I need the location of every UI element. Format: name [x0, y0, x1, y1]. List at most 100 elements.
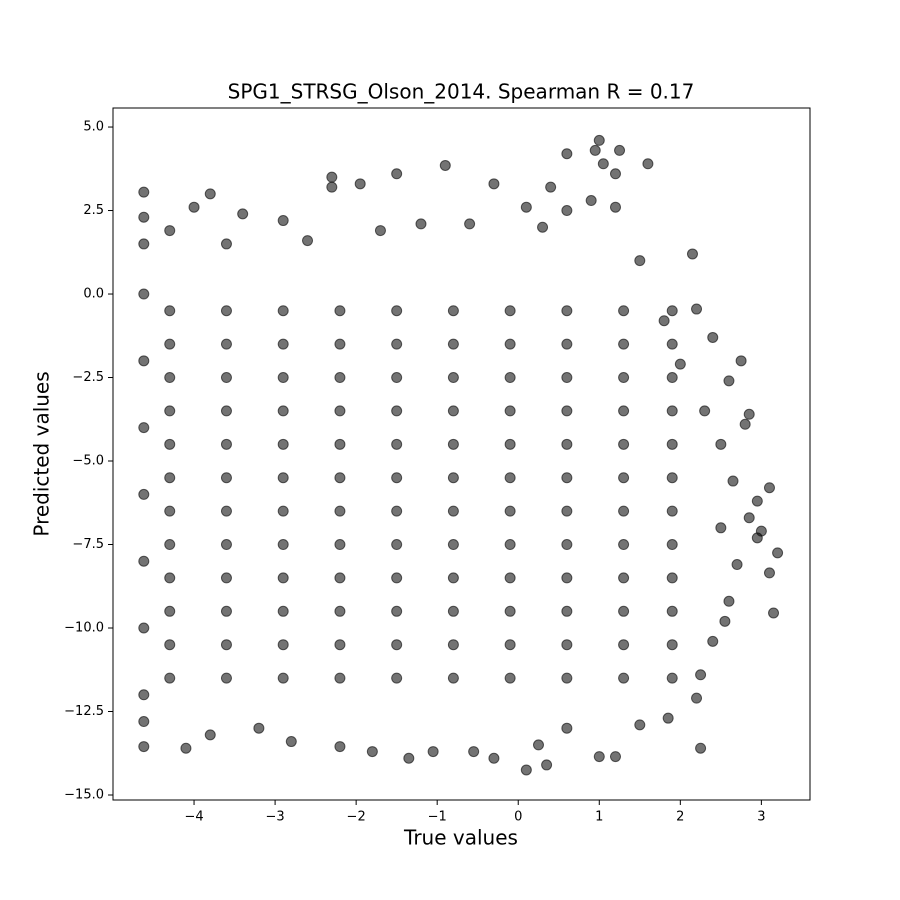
point — [662, 712, 674, 724]
y-tick-label: 0.0 — [83, 287, 104, 302]
point — [391, 672, 403, 684]
point — [520, 764, 532, 776]
point — [277, 605, 289, 617]
point — [504, 405, 516, 417]
x-tick-label: −1 — [428, 810, 447, 825]
point — [719, 615, 731, 627]
point — [561, 205, 573, 217]
point — [164, 605, 176, 617]
point — [447, 438, 459, 450]
point — [138, 716, 150, 728]
point — [545, 181, 557, 193]
point — [164, 225, 176, 237]
point — [618, 372, 630, 384]
point — [220, 372, 232, 384]
point — [666, 505, 678, 517]
point — [618, 605, 630, 617]
point — [666, 338, 678, 350]
point — [277, 472, 289, 484]
point — [751, 532, 763, 544]
point — [634, 719, 646, 731]
point — [220, 639, 232, 651]
point — [666, 372, 678, 384]
point — [138, 238, 150, 250]
point — [391, 539, 403, 551]
point — [743, 408, 755, 420]
point — [285, 736, 297, 748]
point — [504, 605, 516, 617]
y-tick-label: 5.0 — [83, 120, 104, 135]
point — [138, 622, 150, 634]
point — [334, 338, 346, 350]
point — [561, 505, 573, 517]
point — [739, 418, 751, 430]
point — [504, 672, 516, 684]
point — [138, 355, 150, 367]
point — [164, 639, 176, 651]
point — [138, 422, 150, 434]
point — [334, 505, 346, 517]
point — [666, 605, 678, 617]
point — [618, 539, 630, 551]
point — [277, 438, 289, 450]
point — [391, 438, 403, 450]
point — [634, 255, 646, 267]
point — [532, 739, 544, 751]
point — [618, 305, 630, 317]
point — [561, 472, 573, 484]
point — [763, 482, 775, 494]
point — [763, 567, 775, 579]
point — [220, 405, 232, 417]
points — [138, 134, 784, 776]
point — [447, 672, 459, 684]
point — [589, 144, 601, 156]
point — [138, 211, 150, 223]
point — [468, 746, 480, 758]
point — [447, 605, 459, 617]
point — [609, 168, 621, 180]
point — [561, 572, 573, 584]
point — [561, 305, 573, 317]
point — [334, 741, 346, 753]
point — [164, 438, 176, 450]
point — [391, 372, 403, 384]
point — [691, 692, 703, 704]
point — [504, 539, 516, 551]
point — [334, 305, 346, 317]
y-tick-label: −10.0 — [64, 621, 104, 636]
point — [391, 639, 403, 651]
point — [188, 201, 200, 213]
point — [334, 572, 346, 584]
point — [642, 158, 654, 170]
point — [504, 338, 516, 350]
point — [618, 572, 630, 584]
point — [164, 672, 176, 684]
point — [695, 742, 707, 754]
point — [220, 505, 232, 517]
point — [220, 305, 232, 317]
point — [277, 405, 289, 417]
point — [253, 722, 265, 734]
point — [334, 472, 346, 484]
point — [415, 218, 427, 230]
y-axis-label: Predicted values — [30, 371, 54, 536]
point — [727, 475, 739, 487]
point — [674, 358, 686, 370]
point — [488, 752, 500, 764]
point — [735, 355, 747, 367]
point — [326, 171, 338, 183]
x-tick-label: −4 — [184, 810, 203, 825]
point — [743, 512, 755, 524]
y-tick-label: −12.5 — [64, 704, 104, 719]
point — [609, 201, 621, 213]
point — [220, 238, 232, 250]
y-tick-label: 2.5 — [83, 203, 104, 218]
point — [723, 375, 735, 387]
point — [561, 639, 573, 651]
point — [561, 338, 573, 350]
point — [277, 539, 289, 551]
point — [277, 372, 289, 384]
point — [277, 505, 289, 517]
